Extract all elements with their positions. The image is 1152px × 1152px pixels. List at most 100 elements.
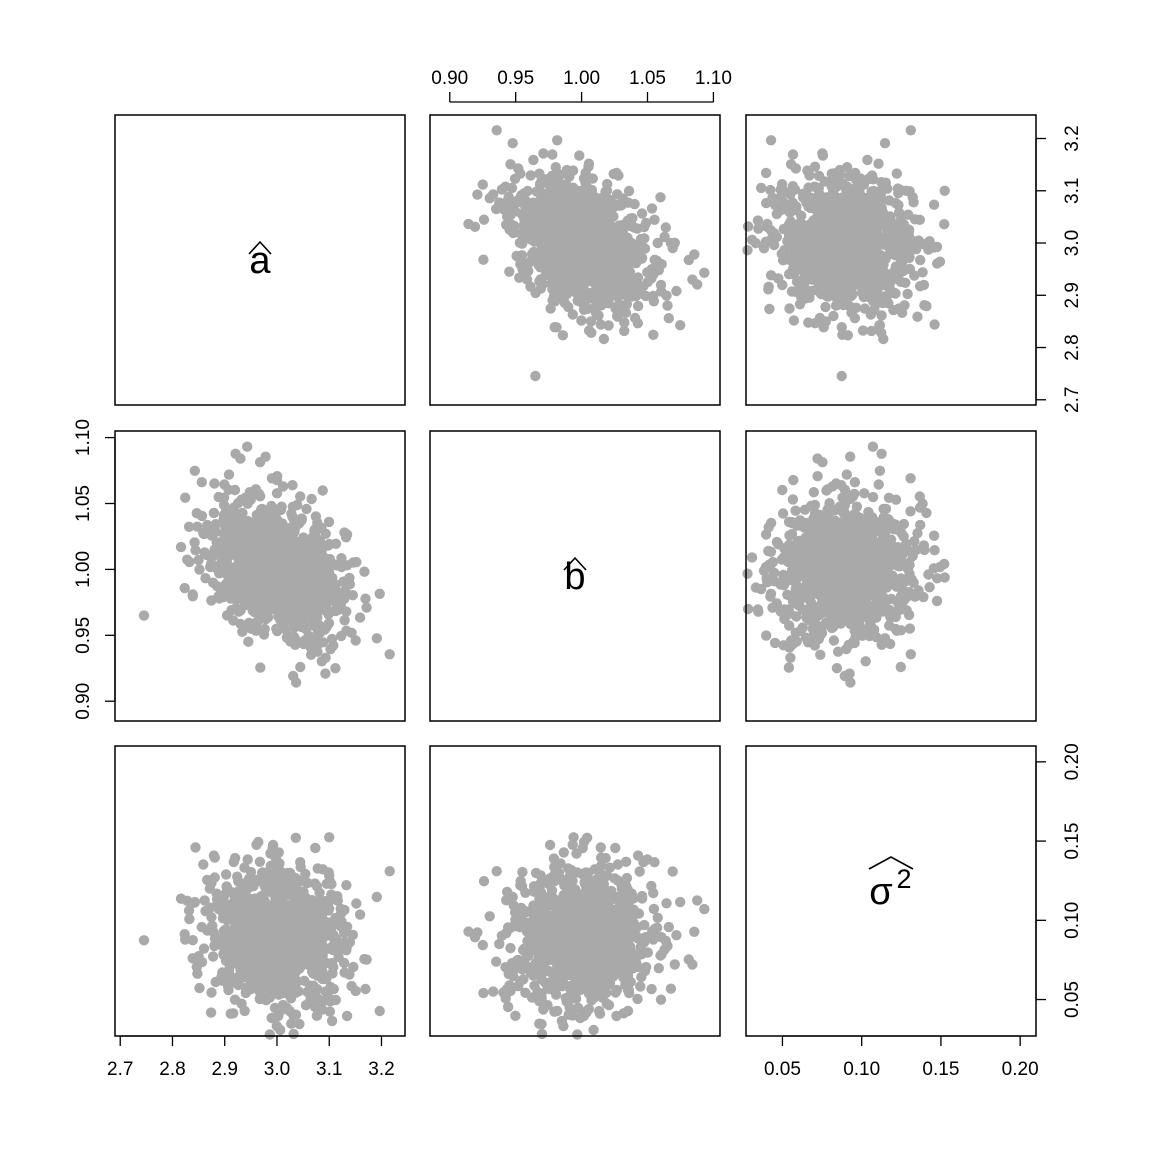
scatter-point: [530, 370, 541, 382]
scatter-point: [549, 257, 560, 269]
scatter-point: [864, 580, 876, 591]
scatter-point: [371, 891, 382, 903]
scatter-point: [587, 257, 599, 268]
scatter-point: [876, 448, 887, 459]
scatter-point: [836, 480, 847, 491]
scatter-point: [350, 635, 361, 646]
scatter-point: [692, 279, 703, 290]
scatter-point: [243, 873, 255, 884]
scatter-point: [787, 149, 799, 160]
scatter-point: [804, 170, 815, 181]
scatter-point: [867, 190, 878, 201]
scatter-point: [867, 255, 878, 267]
scatter-point: [545, 240, 556, 252]
scatter-point: [218, 499, 230, 511]
scatter-point: [360, 593, 371, 604]
scatter-point: [317, 485, 328, 496]
scatter-point: [839, 531, 850, 542]
scatter-point: [817, 457, 828, 468]
scatter-point: [581, 303, 592, 315]
scatter-point: [813, 547, 824, 558]
scatter-point: [312, 863, 323, 874]
scatter-point: [808, 513, 819, 524]
scatter-point: [640, 217, 652, 229]
scatter-point: [272, 471, 283, 482]
scatter-point: [761, 630, 772, 641]
scatter-point: [552, 135, 563, 146]
scatter-point: [876, 219, 887, 230]
scatter-point: [577, 261, 588, 272]
scatter-point: [932, 258, 943, 269]
scatter-point: [570, 216, 582, 228]
scatter-point: [288, 545, 299, 557]
scatter-point: [873, 554, 884, 565]
scatter-point: [302, 898, 313, 909]
scatter-point: [299, 975, 310, 986]
scatter-point: [281, 901, 292, 912]
scatter-point: [848, 636, 859, 647]
scatter-point: [259, 868, 270, 880]
scatter-point: [327, 917, 338, 928]
scatter-point: [288, 1028, 299, 1040]
scatter-point: [506, 182, 518, 194]
scatter-point: [317, 1004, 328, 1015]
scatter-point: [281, 870, 292, 881]
scatter-point: [887, 229, 898, 240]
scatter-point: [305, 640, 316, 651]
scatter-point: [893, 188, 904, 199]
scatter-point: [632, 255, 643, 266]
scatter-point: [510, 206, 521, 217]
scatter-point: [853, 217, 865, 228]
scatter-point: [190, 545, 201, 556]
scatter-point: [230, 540, 241, 551]
scatter-point: [778, 640, 789, 651]
diag-label-b: b: [564, 556, 585, 598]
scatter-point: [297, 929, 309, 940]
scatter-point: [905, 649, 916, 660]
scatter-point: [626, 275, 637, 286]
scatter-point: [890, 273, 902, 284]
scatter-point: [321, 567, 332, 579]
scatter-point: [236, 564, 247, 575]
scatter-point: [870, 228, 881, 239]
scatter-point: [209, 478, 220, 489]
scatter-point: [895, 625, 907, 636]
scatter-point: [865, 309, 877, 320]
scatter-point: [282, 955, 294, 966]
scatter-point: [889, 610, 900, 621]
scatter-point: [341, 606, 352, 617]
scatter-point: [223, 469, 235, 480]
scatter-point: [763, 284, 774, 295]
scatter-point: [341, 625, 352, 636]
scatter-point: [206, 595, 217, 606]
scatter-point: [583, 197, 594, 208]
scatter-point: [923, 569, 934, 580]
scatter-point: [384, 866, 395, 877]
panel-a-vs-sigma2: [742, 114, 1037, 406]
scatter-point: [235, 605, 246, 616]
scatter-point: [206, 987, 217, 998]
scatter-point: [928, 199, 940, 210]
scatter-point: [851, 600, 862, 611]
scatter-point: [248, 962, 259, 973]
scatter-point: [912, 311, 923, 322]
scatter-point: [296, 621, 307, 633]
scatter-point: [535, 274, 546, 285]
scatter-point: [211, 894, 223, 905]
scatter-point: [339, 615, 350, 626]
scatter-point: [529, 236, 540, 247]
scatter-point: [534, 168, 545, 179]
scatter-point: [796, 292, 807, 303]
scatter-point: [771, 231, 783, 243]
scatter-point: [294, 537, 305, 548]
scatter-point: [341, 560, 353, 571]
scatter-point: [787, 494, 799, 505]
scatter-point: [905, 125, 916, 136]
scatter-point: [867, 491, 879, 503]
scatter-point: [525, 170, 536, 181]
scatter-point: [500, 204, 511, 215]
scatter-point: [898, 518, 910, 530]
scatter-point: [816, 226, 827, 238]
scatter-point: [893, 560, 904, 571]
scatter-point: [901, 228, 912, 239]
